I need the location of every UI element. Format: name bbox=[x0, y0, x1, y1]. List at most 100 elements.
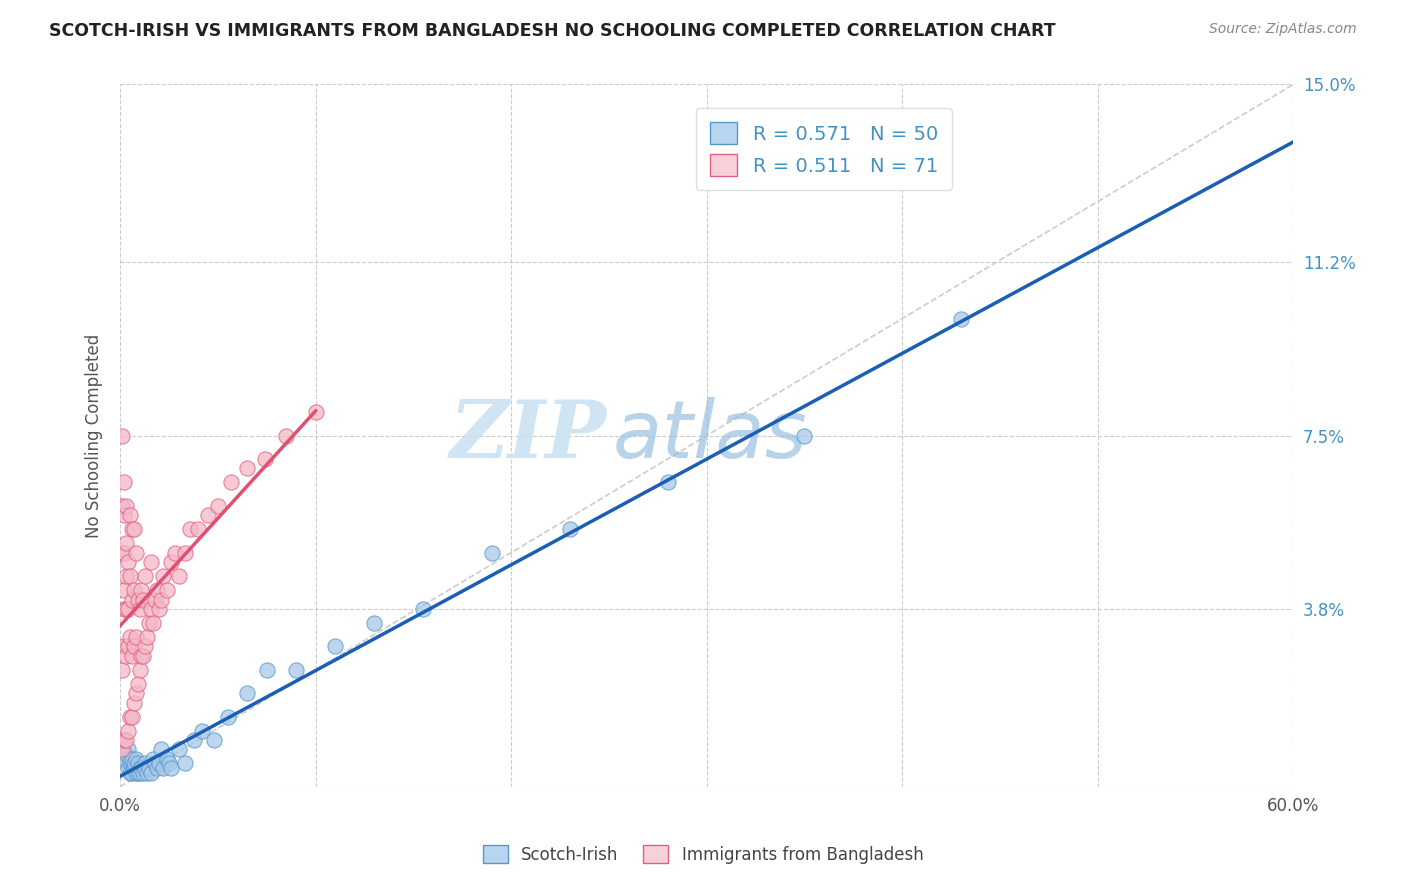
Point bbox=[114, 569, 136, 583]
Point bbox=[156, 583, 179, 598]
Point bbox=[121, 709, 143, 723]
Text: SCOTCH-IRISH VS IMMIGRANTS FROM BANGLADESH NO SCHOOLING COMPLETED CORRELATION CH: SCOTCH-IRISH VS IMMIGRANTS FROM BANGLADE… bbox=[49, 22, 1056, 40]
Point bbox=[187, 522, 209, 536]
Point bbox=[122, 522, 145, 536]
Point bbox=[111, 546, 134, 560]
Point bbox=[112, 602, 135, 616]
Text: ZIP: ZIP bbox=[450, 397, 607, 475]
Point bbox=[134, 569, 156, 583]
Point bbox=[124, 546, 146, 560]
Point bbox=[132, 648, 155, 663]
Point bbox=[412, 602, 434, 616]
Point bbox=[481, 546, 503, 560]
Point bbox=[173, 756, 195, 771]
Point bbox=[152, 761, 174, 775]
Point bbox=[128, 761, 150, 775]
Point bbox=[121, 752, 143, 766]
Point bbox=[132, 765, 155, 780]
Point bbox=[128, 602, 150, 616]
Point bbox=[112, 546, 135, 560]
Point bbox=[202, 733, 225, 747]
Point bbox=[150, 742, 173, 756]
Point bbox=[163, 546, 186, 560]
Point bbox=[141, 765, 163, 780]
Point bbox=[146, 583, 169, 598]
Point bbox=[111, 663, 134, 677]
Point bbox=[276, 428, 298, 442]
Point bbox=[121, 648, 143, 663]
Point bbox=[121, 765, 143, 780]
Point bbox=[118, 765, 141, 780]
Point bbox=[122, 696, 145, 710]
Point bbox=[114, 536, 136, 550]
Point bbox=[122, 640, 145, 654]
Point bbox=[138, 615, 160, 630]
Point bbox=[793, 428, 815, 442]
Point bbox=[117, 640, 139, 654]
Point bbox=[124, 686, 146, 700]
Point bbox=[363, 615, 385, 630]
Point bbox=[134, 761, 156, 775]
Point bbox=[122, 756, 145, 771]
Point bbox=[217, 709, 239, 723]
Point bbox=[323, 640, 346, 654]
Point bbox=[159, 555, 181, 569]
Point bbox=[148, 602, 170, 616]
Point bbox=[142, 752, 165, 766]
Legend: Scotch-Irish, Immigrants from Bangladesh: Scotch-Irish, Immigrants from Bangladesh bbox=[477, 838, 929, 871]
Point bbox=[146, 761, 169, 775]
Point bbox=[124, 765, 146, 780]
Point bbox=[138, 761, 160, 775]
Point bbox=[127, 677, 149, 691]
Point bbox=[134, 756, 156, 771]
Point bbox=[156, 752, 179, 766]
Point bbox=[285, 663, 308, 677]
Point bbox=[128, 765, 150, 780]
Point bbox=[127, 756, 149, 771]
Point bbox=[143, 592, 166, 607]
Point bbox=[117, 742, 139, 756]
Point bbox=[114, 648, 136, 663]
Point bbox=[117, 602, 139, 616]
Text: Source: ZipAtlas.com: Source: ZipAtlas.com bbox=[1209, 22, 1357, 37]
Point bbox=[150, 592, 173, 607]
Point bbox=[256, 663, 278, 677]
Point bbox=[131, 648, 153, 663]
Point bbox=[134, 640, 156, 654]
Point bbox=[122, 761, 145, 775]
Point bbox=[122, 583, 145, 598]
Point bbox=[117, 761, 139, 775]
Point bbox=[111, 499, 134, 513]
Point bbox=[118, 569, 141, 583]
Y-axis label: No Schooling Completed: No Schooling Completed bbox=[86, 334, 103, 538]
Point bbox=[197, 508, 219, 523]
Point bbox=[124, 630, 146, 644]
Point bbox=[118, 508, 141, 523]
Point bbox=[127, 765, 149, 780]
Point bbox=[114, 733, 136, 747]
Point bbox=[118, 756, 141, 771]
Point bbox=[304, 405, 326, 419]
Point bbox=[141, 555, 163, 569]
Point bbox=[136, 765, 159, 780]
Point bbox=[112, 475, 135, 490]
Point bbox=[152, 569, 174, 583]
Point bbox=[131, 761, 153, 775]
Point bbox=[112, 508, 135, 523]
Point bbox=[117, 555, 139, 569]
Point bbox=[221, 475, 243, 490]
Point bbox=[143, 756, 166, 771]
Point bbox=[118, 630, 141, 644]
Point bbox=[114, 747, 136, 761]
Legend: R = 0.571   N = 50, R = 0.511   N = 71: R = 0.571 N = 50, R = 0.511 N = 71 bbox=[696, 108, 952, 190]
Point bbox=[118, 752, 141, 766]
Point bbox=[136, 630, 159, 644]
Point bbox=[112, 583, 135, 598]
Point bbox=[167, 569, 190, 583]
Point bbox=[117, 723, 139, 738]
Point bbox=[159, 761, 181, 775]
Point bbox=[173, 546, 195, 560]
Point bbox=[183, 733, 205, 747]
Point bbox=[558, 522, 581, 536]
Point bbox=[114, 602, 136, 616]
